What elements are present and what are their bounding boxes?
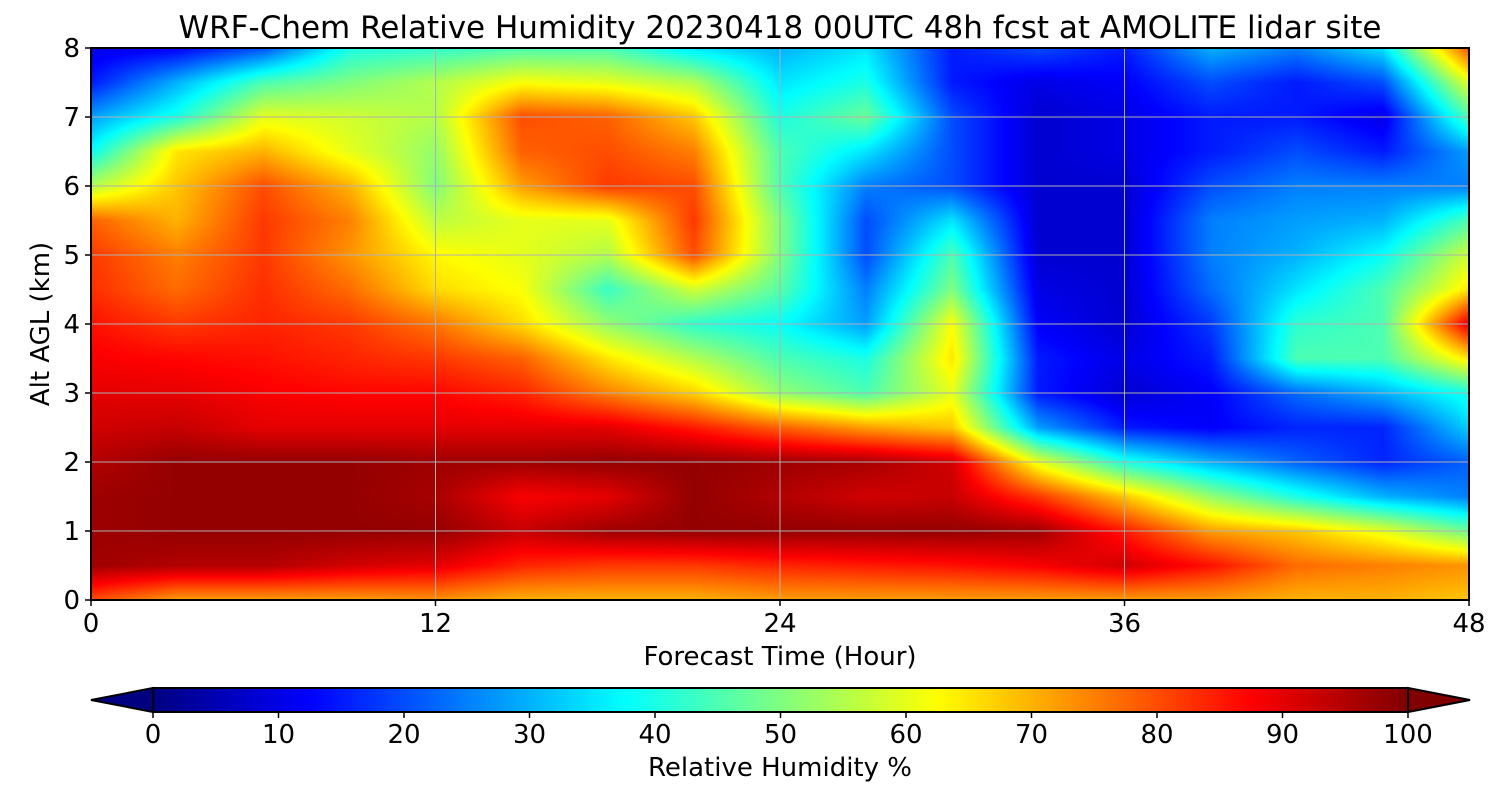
y-tick-label: 5 bbox=[63, 241, 80, 271]
x-tick-label: 36 bbox=[1108, 609, 1141, 639]
colorbar-gradient bbox=[153, 688, 1408, 712]
colorbar-tick-label: 30 bbox=[513, 720, 546, 750]
y-tick-label: 7 bbox=[63, 103, 80, 133]
colorbar-tick-label: 70 bbox=[1015, 720, 1048, 750]
colorbar-tick-label: 60 bbox=[889, 720, 922, 750]
y-axis-label: Alt AGL (km) bbox=[26, 242, 56, 406]
x-tick-label: 12 bbox=[419, 609, 452, 639]
x-tick-label: 48 bbox=[1452, 609, 1485, 639]
y-axis-ticks: 0 1 2 3 4 5 6 7 8 bbox=[63, 34, 91, 616]
colorbar-tick-label: 40 bbox=[638, 720, 671, 750]
y-tick-label: 0 bbox=[63, 586, 80, 616]
y-tick-label: 3 bbox=[63, 379, 80, 409]
x-axis-label: Forecast Time (Hour) bbox=[643, 642, 916, 672]
colorbar-tick-label: 10 bbox=[262, 720, 295, 750]
colorbar-tick-label: 50 bbox=[764, 720, 797, 750]
colorbar-ticks: 0 10 20 30 40 50 60 70 80 90 100 bbox=[145, 712, 1433, 750]
y-tick-label: 2 bbox=[63, 448, 80, 478]
grid-lines bbox=[90, 47, 1470, 601]
colorbar-frame bbox=[152, 687, 1409, 713]
y-tick-label: 1 bbox=[63, 517, 80, 547]
y-tick-label: 8 bbox=[63, 34, 80, 64]
x-tick-label: 0 bbox=[83, 609, 100, 639]
colorbar-tick-label: 100 bbox=[1383, 720, 1433, 750]
y-tick-label: 6 bbox=[63, 172, 80, 202]
colorbar-tick-label: 20 bbox=[387, 720, 420, 750]
x-tick-label: 24 bbox=[763, 609, 796, 639]
colorbar-label: Relative Humidity % bbox=[648, 753, 912, 783]
y-tick-label: 4 bbox=[63, 310, 80, 340]
colorbar-tick-label: 90 bbox=[1266, 720, 1299, 750]
colorbar-tick-label: 80 bbox=[1140, 720, 1173, 750]
colorbar-tick-label: 0 bbox=[145, 720, 162, 750]
chart-title: WRF-Chem Relative Humidity 20230418 00UT… bbox=[178, 10, 1381, 46]
colorbar-extend-min bbox=[90, 686, 154, 714]
colorbar-extend-max bbox=[1407, 686, 1471, 714]
x-axis-ticks: 0 12 24 36 48 bbox=[83, 600, 1486, 639]
